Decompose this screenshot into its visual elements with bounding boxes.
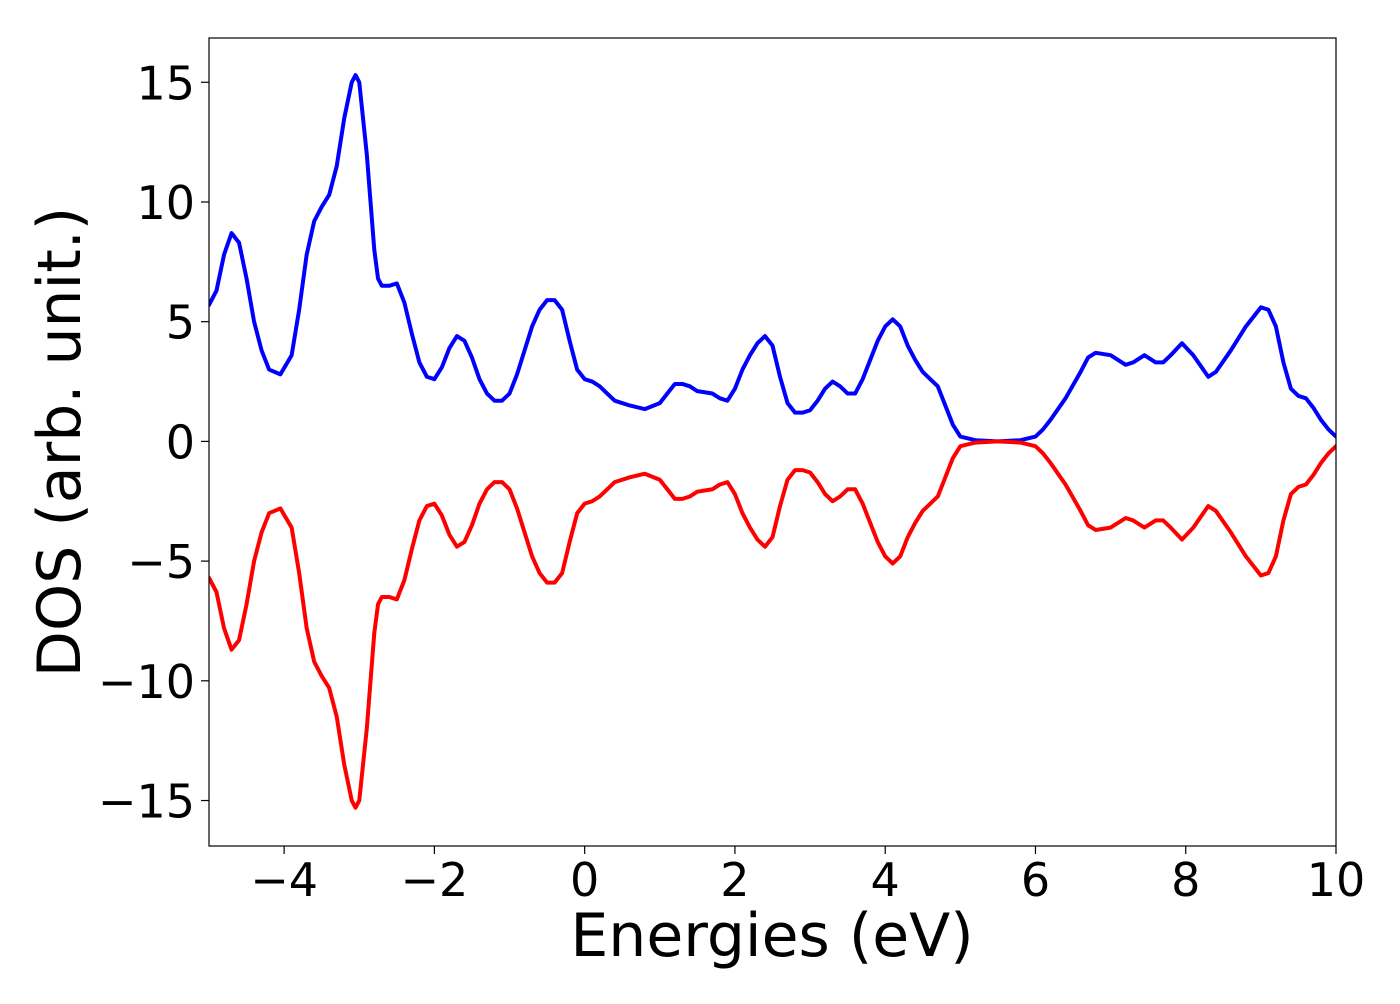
x-tick-label: 4	[871, 853, 900, 907]
y-tick-label: −10	[98, 655, 195, 709]
y-axis-label: DOS (arb. unit.)	[25, 207, 95, 677]
x-axis-label: Energies (eV)	[570, 901, 973, 971]
y-tick-label: 10	[136, 176, 195, 230]
y-tick-label: 0	[166, 415, 195, 469]
y-tick-label: 5	[166, 296, 195, 350]
y-tick-label: −15	[98, 775, 195, 829]
dos-line	[209, 73, 1336, 444]
plot-frame	[208, 37, 1337, 847]
y-tick-label: 15	[136, 56, 195, 110]
x-tick-label: 6	[1021, 853, 1050, 907]
y-tick-label: −5	[127, 535, 195, 589]
dos-line	[209, 439, 1336, 810]
x-tick-label: −4	[250, 853, 318, 907]
x-tick-label: 0	[570, 853, 599, 907]
x-tick-label: 8	[1171, 853, 1200, 907]
x-tick-label: 2	[720, 853, 749, 907]
x-tick-label: 10	[1307, 853, 1366, 907]
x-tick-label: −2	[400, 853, 468, 907]
